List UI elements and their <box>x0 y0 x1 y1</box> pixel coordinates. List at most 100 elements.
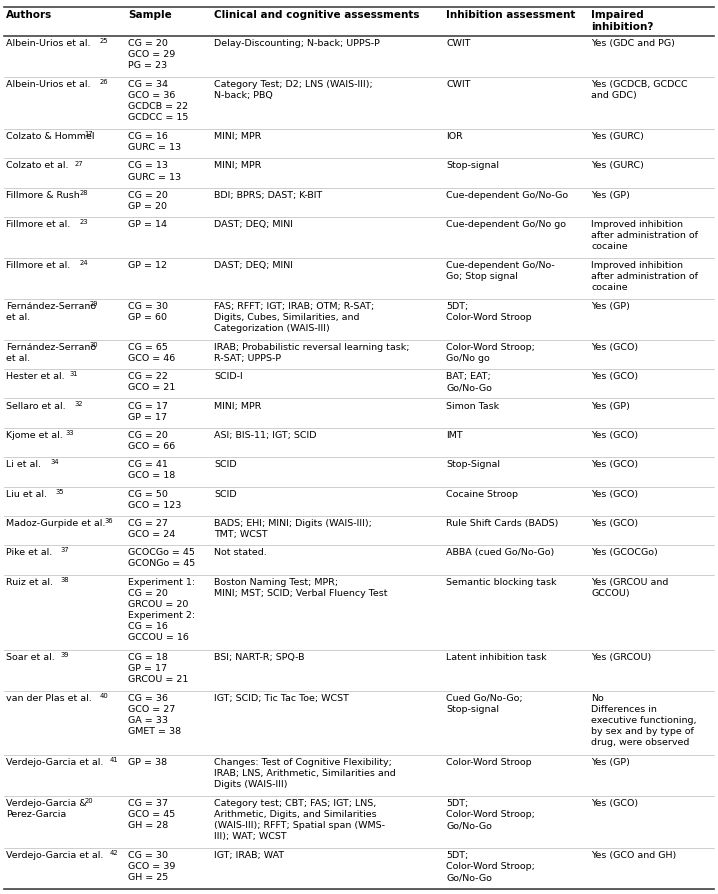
Text: Ruiz et al.: Ruiz et al. <box>6 578 53 586</box>
Text: CG = 65
GCO = 46: CG = 65 GCO = 46 <box>128 342 175 363</box>
Text: CG = 20
GCO = 29
PG = 23: CG = 20 GCO = 29 PG = 23 <box>128 38 175 70</box>
Text: DAST; DEQ; MINI: DAST; DEQ; MINI <box>214 220 294 229</box>
Text: 27: 27 <box>75 160 83 166</box>
Text: Yes (GRCOU and
GCCOU): Yes (GRCOU and GCCOU) <box>591 578 668 597</box>
Text: Sellaro et al.: Sellaro et al. <box>6 401 66 410</box>
Text: Yes (GURC): Yes (GURC) <box>591 132 644 141</box>
Text: GCOCGo = 45
GCONGo = 45: GCOCGo = 45 GCONGo = 45 <box>128 548 195 568</box>
Text: Yes (GCO): Yes (GCO) <box>591 342 638 351</box>
Text: Fillmore et al.: Fillmore et al. <box>6 261 70 270</box>
Text: BDI; BPRS; DAST; K-BIT: BDI; BPRS; DAST; K-BIT <box>214 190 322 199</box>
Text: Yes (GCO): Yes (GCO) <box>591 372 638 381</box>
Text: Cue-dependent Go/No go: Cue-dependent Go/No go <box>446 220 567 229</box>
Text: 5DT;
Color-Word Stroop: 5DT; Color-Word Stroop <box>446 301 532 322</box>
Text: 35: 35 <box>55 488 64 494</box>
Text: Liu et al.: Liu et al. <box>6 489 47 498</box>
Text: Yes (GURC): Yes (GURC) <box>591 161 644 170</box>
Text: Rule Shift Cards (BADS): Rule Shift Cards (BADS) <box>446 519 559 527</box>
Text: Colzato & Hommel: Colzato & Hommel <box>6 132 95 141</box>
Text: 24: 24 <box>80 260 88 266</box>
Text: Pike et al.: Pike et al. <box>6 548 52 557</box>
Text: SCID: SCID <box>214 489 237 498</box>
Text: CWIT: CWIT <box>446 38 471 47</box>
Text: CG = 16
GURC = 13: CG = 16 GURC = 13 <box>128 132 181 152</box>
Text: Yes (GCO): Yes (GCO) <box>591 798 638 807</box>
Text: CG = 41
GCO = 18: CG = 41 GCO = 18 <box>128 460 175 480</box>
Text: BAT; EAT;
Go/No-Go: BAT; EAT; Go/No-Go <box>446 372 492 392</box>
Text: MINI; MPR: MINI; MPR <box>214 132 261 141</box>
Text: Fernández-Serrano: Fernández-Serrano <box>6 342 96 351</box>
Text: 36: 36 <box>104 518 113 524</box>
Text: Cue-dependent Go/No-
Go; Stop signal: Cue-dependent Go/No- Go; Stop signal <box>446 261 555 281</box>
Text: Perez-Garcia: Perez-Garcia <box>6 809 66 818</box>
Text: MINI; MPR: MINI; MPR <box>214 401 261 410</box>
Text: Color-Word Stroop: Color-Word Stroop <box>446 757 532 766</box>
Text: CG = 17
GP = 17: CG = 17 GP = 17 <box>128 401 168 421</box>
Text: 30: 30 <box>90 342 98 348</box>
Text: CG = 20
GP = 20: CG = 20 GP = 20 <box>128 190 168 211</box>
Text: Yes (GP): Yes (GP) <box>591 301 630 310</box>
Text: Yes (GP): Yes (GP) <box>591 401 630 410</box>
Text: Verdejo-Garcia et al.: Verdejo-Garcia et al. <box>6 850 103 859</box>
Text: 41: 41 <box>109 756 118 763</box>
Text: Albein-Urios et al.: Albein-Urios et al. <box>6 38 90 47</box>
Text: Fernández-Serrano: Fernández-Serrano <box>6 301 96 310</box>
Text: Stop-Signal: Stop-Signal <box>446 460 500 468</box>
Text: 20: 20 <box>85 797 93 803</box>
Text: Yes (GP): Yes (GP) <box>591 757 630 766</box>
Text: Cocaine Stroop: Cocaine Stroop <box>446 489 518 498</box>
Text: 34: 34 <box>50 459 59 465</box>
Text: 25: 25 <box>99 38 108 44</box>
Text: MINI; MPR: MINI; MPR <box>214 161 261 170</box>
Text: et al.: et al. <box>6 313 30 322</box>
Text: Delay-Discounting; N-back; UPPS-P: Delay-Discounting; N-back; UPPS-P <box>214 38 381 47</box>
Text: GP = 38: GP = 38 <box>128 757 167 766</box>
Text: 38: 38 <box>60 576 69 582</box>
Text: BSI; NART-R; SPQ-B: BSI; NART-R; SPQ-B <box>214 653 305 662</box>
Text: 39: 39 <box>60 652 69 657</box>
Text: GP = 12: GP = 12 <box>128 261 167 270</box>
Text: Latent inhibition task: Latent inhibition task <box>446 653 547 662</box>
Text: Yes (GCO): Yes (GCO) <box>591 489 638 498</box>
Text: Yes (GRCOU): Yes (GRCOU) <box>591 653 651 662</box>
Text: Verdejo-Garcia &: Verdejo-Garcia & <box>6 798 87 807</box>
Text: Improved inhibition
after administration of
cocaine: Improved inhibition after administration… <box>591 220 699 251</box>
Text: Sample: Sample <box>128 10 172 20</box>
Text: Verdejo-Garcia et al.: Verdejo-Garcia et al. <box>6 757 103 766</box>
Text: Improved inhibition
after administration of
cocaine: Improved inhibition after administration… <box>591 261 699 292</box>
Text: Experiment 1:
CG = 20
GRCOU = 20
Experiment 2:
CG = 16
GCCOU = 16: Experiment 1: CG = 20 GRCOU = 20 Experim… <box>128 578 195 642</box>
Text: 29: 29 <box>90 300 98 307</box>
Text: CG = 22
GCO = 21: CG = 22 GCO = 21 <box>128 372 175 392</box>
Text: Color-Word Stroop;
Go/No go: Color-Word Stroop; Go/No go <box>446 342 535 363</box>
Text: Not stated.: Not stated. <box>214 548 267 557</box>
Text: Madoz-Gurpide et al.: Madoz-Gurpide et al. <box>6 519 106 527</box>
Text: CWIT: CWIT <box>446 80 471 89</box>
Text: IGT; SCID; Tic Tac Toe; WCST: IGT; SCID; Tic Tac Toe; WCST <box>214 693 349 703</box>
Text: CG = 30
GCO = 39
GH = 25: CG = 30 GCO = 39 GH = 25 <box>128 850 175 881</box>
Text: Cued Go/No-Go;
Stop-signal: Cued Go/No-Go; Stop-signal <box>446 693 523 713</box>
Text: CG = 50
GCO = 123: CG = 50 GCO = 123 <box>128 489 182 510</box>
Text: ASI; BIS-11; IGT; SCID: ASI; BIS-11; IGT; SCID <box>214 430 317 440</box>
Text: Authors: Authors <box>6 10 52 20</box>
Text: SCID-I: SCID-I <box>214 372 243 381</box>
Text: Albein-Urios et al.: Albein-Urios et al. <box>6 80 90 89</box>
Text: 5DT;
Color-Word Stroop;
Go/No-Go: 5DT; Color-Word Stroop; Go/No-Go <box>446 850 535 881</box>
Text: CG = 27
GCO = 24: CG = 27 GCO = 24 <box>128 519 175 538</box>
Text: 28: 28 <box>80 190 88 196</box>
Text: GP = 14: GP = 14 <box>128 220 167 229</box>
Text: 23: 23 <box>80 219 88 225</box>
Text: IGT; IRAB; WAT: IGT; IRAB; WAT <box>214 850 284 859</box>
Text: FAS; RFFT; IGT; IRAB; OTM; R-SAT;
Digits, Cubes, Similarities, and
Categorizatio: FAS; RFFT; IGT; IRAB; OTM; R-SAT; Digits… <box>214 301 375 333</box>
Text: ABBA (cued Go/No-Go): ABBA (cued Go/No-Go) <box>446 548 554 557</box>
Text: CG = 18
GP = 17
GRCOU = 21: CG = 18 GP = 17 GRCOU = 21 <box>128 653 189 684</box>
Text: CG = 13
GURC = 13: CG = 13 GURC = 13 <box>128 161 181 181</box>
Text: IOR: IOR <box>446 132 463 141</box>
Text: SCID: SCID <box>214 460 237 468</box>
Text: CG = 20
GCO = 66: CG = 20 GCO = 66 <box>128 430 175 451</box>
Text: 17: 17 <box>85 131 93 137</box>
Text: Category test; CBT; FAS; IGT; LNS,
Arithmetic, Digits, and Similarities
(WAIS-II: Category test; CBT; FAS; IGT; LNS, Arith… <box>214 798 386 840</box>
Text: Stop-signal: Stop-signal <box>446 161 499 170</box>
Text: Fillmore & Rush: Fillmore & Rush <box>6 190 80 199</box>
Text: Hester et al.: Hester et al. <box>6 372 65 381</box>
Text: Category Test; D2; LNS (WAIS-III);
N-back; PBQ: Category Test; D2; LNS (WAIS-III); N-bac… <box>214 80 373 100</box>
